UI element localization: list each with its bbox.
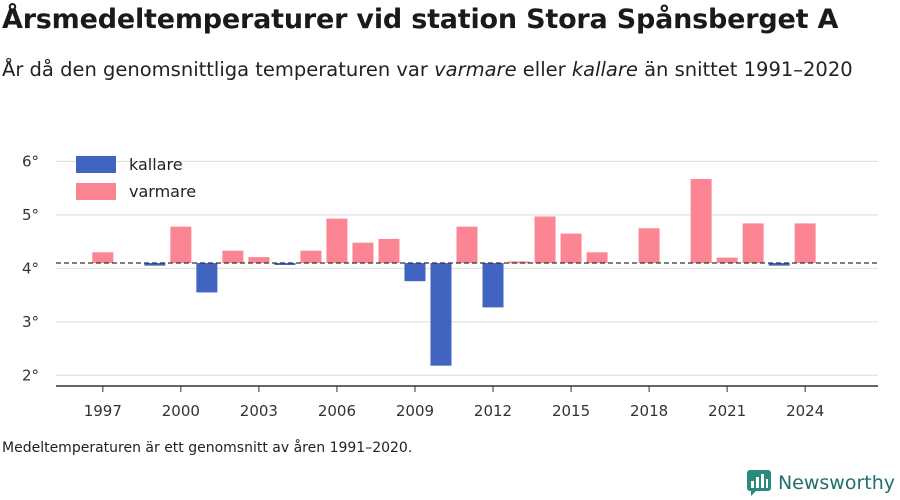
y-tick-label: 3° <box>22 313 39 331</box>
x-axis: 1997 2000 2003 2006 2009 2012 2015 2018 2021 2024 <box>56 385 878 420</box>
bar-varmare <box>222 250 244 263</box>
bar-varmare <box>352 242 374 263</box>
x-tick-label: 2015 <box>552 402 590 420</box>
x-tick-label: 2003 <box>240 402 278 420</box>
subtitle-text: än snittet 1991–2020 <box>637 58 853 81</box>
newsworthy-logo-icon <box>746 470 771 496</box>
subtitle-warm-word: varmare <box>434 58 517 81</box>
y-tick-label: 4° <box>22 259 39 277</box>
bar-kallare <box>196 263 218 293</box>
bar-chart: 2° 3° 4° 5° 6° 1997 2000 2003 2006 2009 2012 2015 2… <box>22 152 878 420</box>
x-tick-label: 2021 <box>708 402 746 420</box>
bar-varmare <box>534 216 556 263</box>
chart-title: Årsmedeltemperaturer vid station Stora S… <box>2 4 839 35</box>
newsworthy-logo-text: Newsworthy <box>777 472 895 494</box>
legend-label-kallare: kallare <box>129 155 183 174</box>
bars <box>92 179 816 366</box>
x-tick-label: 2009 <box>396 402 434 420</box>
bar-varmare <box>326 218 348 263</box>
bar-varmare <box>560 233 582 263</box>
legend-swatch-varmare <box>76 183 116 200</box>
bar-kallare <box>274 263 296 265</box>
bar-varmare <box>378 238 400 263</box>
bar-kallare <box>768 263 790 266</box>
legend: kallare varmare <box>76 155 196 201</box>
bar-varmare <box>690 179 712 263</box>
bar-varmare <box>742 223 764 263</box>
bar-varmare <box>586 252 608 263</box>
bar-varmare <box>248 257 270 263</box>
bar-kallare <box>404 263 426 282</box>
bar-varmare <box>170 226 192 263</box>
bar-kallare <box>144 263 166 266</box>
bar-varmare <box>508 261 530 264</box>
bar-kallare <box>482 263 504 308</box>
legend-label-varmare: varmare <box>129 182 196 201</box>
subtitle-cold-word: kallare <box>571 58 638 81</box>
bar-varmare <box>638 228 660 263</box>
y-tick-label: 6° <box>22 152 39 170</box>
x-tick-label: 1997 <box>84 402 122 420</box>
newsworthy-logo: Newsworthy <box>746 468 895 498</box>
bar-varmare <box>92 252 114 263</box>
bar-varmare <box>300 250 322 263</box>
x-tick-label: 2006 <box>318 402 356 420</box>
grid-lines: 2° 3° 4° 5° 6° <box>22 152 878 384</box>
x-tick-label: 2000 <box>162 402 200 420</box>
bar-varmare <box>716 257 738 263</box>
bar-varmare <box>794 223 816 263</box>
legend-swatch-kallare <box>76 156 116 173</box>
x-tick-label: 2024 <box>786 402 824 420</box>
chart-subtitle: År då den genomsnittliga temperaturen va… <box>2 54 862 86</box>
subtitle-text: År då den genomsnittliga temperaturen va… <box>2 58 435 81</box>
y-tick-label: 5° <box>22 206 39 224</box>
footnote: Medeltemperaturen är ett genomsnitt av å… <box>2 440 413 456</box>
x-tick-label: 2012 <box>474 402 512 420</box>
y-tick-label: 2° <box>22 366 39 384</box>
x-tick-label: 2018 <box>630 402 668 420</box>
bar-varmare <box>456 226 478 263</box>
bar-kallare <box>430 263 452 366</box>
subtitle-text: eller <box>516 58 572 81</box>
